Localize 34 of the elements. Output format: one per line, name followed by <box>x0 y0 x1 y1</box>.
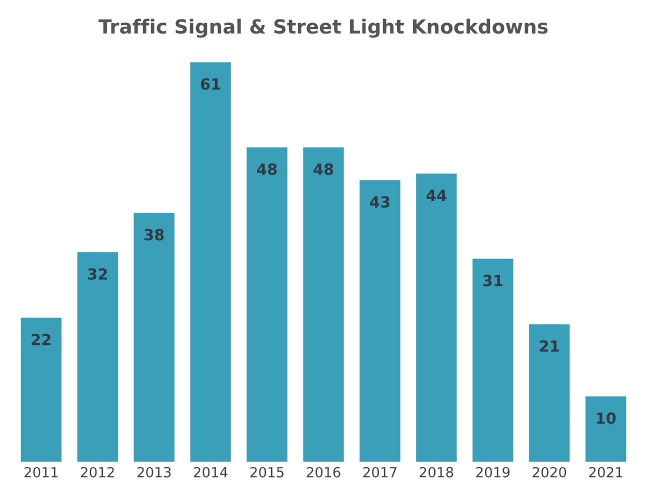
data-label: 10 <box>596 412 616 424</box>
x-tick-label: 2014 <box>194 466 228 478</box>
bar <box>77 252 118 462</box>
data-label: 48 <box>257 163 277 175</box>
x-tick-label: 2020 <box>532 466 566 478</box>
data-label: 44 <box>426 190 446 201</box>
x-tick-label: 2019 <box>476 466 510 478</box>
data-label: 32 <box>88 268 107 280</box>
x-tick-label: 2015 <box>250 466 284 478</box>
x-tick-label: 2018 <box>420 466 454 478</box>
bar <box>190 62 231 462</box>
data-label: 43 <box>370 196 390 208</box>
bar <box>303 147 344 462</box>
chart-title: Traffic Signal & Street Light Knockdowns <box>98 18 548 38</box>
bar <box>416 174 457 462</box>
bar <box>20 318 62 462</box>
data-label: 48 <box>314 163 334 175</box>
x-tick-label: 2012 <box>80 466 114 478</box>
bar <box>246 147 288 462</box>
data-label: 21 <box>540 340 559 352</box>
data-label: 61 <box>200 78 220 90</box>
data-label: 38 <box>144 228 164 240</box>
x-tick-label: 2011 <box>24 466 58 478</box>
data-label: 22 <box>32 334 50 346</box>
bar <box>360 180 400 462</box>
bar <box>529 324 570 462</box>
bar <box>134 212 174 462</box>
bar <box>586 396 626 462</box>
x-tick-label: 2016 <box>306 466 340 478</box>
x-tick-label: 2013 <box>137 466 171 478</box>
x-tick-label: 2021 <box>589 466 622 478</box>
data-label: 31 <box>483 274 502 286</box>
bar <box>472 258 514 462</box>
x-tick-label: 2017 <box>363 466 396 478</box>
